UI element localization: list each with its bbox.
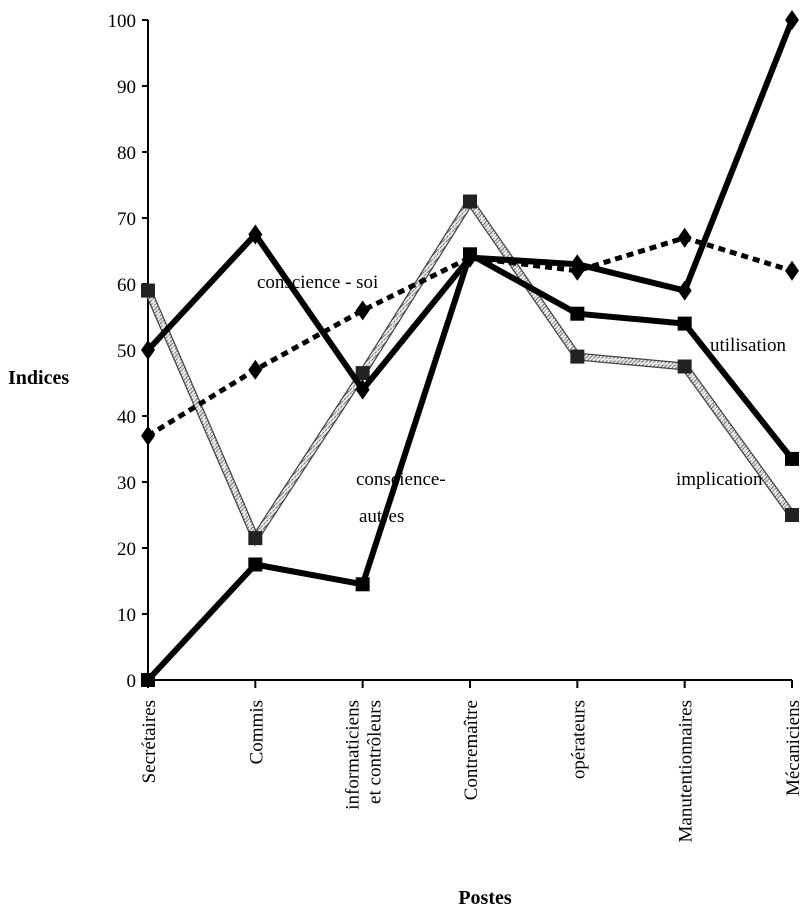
x-axis-title: Postes (458, 887, 512, 909)
data-point-diamond (248, 224, 263, 245)
data-point-diamond (677, 280, 692, 301)
data-point-square (785, 508, 799, 522)
data-point-square (785, 451, 799, 466)
data-point-square (248, 531, 263, 546)
data-point-square (677, 316, 692, 331)
data-point-diamond (785, 10, 799, 30)
data-point-diamond (570, 254, 585, 275)
series-line (145, 251, 795, 683)
x-tick-label-line: Mécaniciens (783, 700, 804, 796)
data-point-diamond (355, 379, 370, 400)
y-tick-label: 50 (117, 341, 136, 362)
data-point-square (141, 283, 155, 298)
series-conscience-soi (141, 227, 799, 446)
y-tick-label: 60 (117, 275, 136, 296)
x-axis: Secrétaires Commis informaticienset contrô… (139, 679, 804, 842)
y-tick-label: 70 (117, 209, 136, 230)
x-tick-label-line: Commis (246, 700, 267, 764)
y-axis-title: Indices (8, 367, 69, 389)
x-tick-label: informaticienset contrôleurs (343, 700, 386, 810)
x-tick-label-line: informaticiens (343, 700, 364, 810)
data-point-square (141, 673, 155, 687)
x-tick-label: Mécaniciens (783, 700, 804, 796)
y-tick-label: 30 (117, 473, 136, 494)
series-layer (141, 10, 799, 687)
data-point-diamond (141, 340, 155, 360)
x-tick-label: Contremaître (461, 700, 482, 800)
series-label-conscience-autres-line1: conscience- (356, 469, 446, 490)
series-label-conscience-soi: conscience - soi (257, 272, 378, 293)
x-tick-label-line: Manutentionnaires (676, 700, 697, 842)
data-point-diamond (141, 425, 155, 446)
x-tick-label-line: et contrôleurs (365, 700, 386, 804)
x-tick-label: Commis (246, 700, 267, 764)
data-point-square (677, 359, 692, 374)
y-tick-label: 100 (108, 11, 137, 32)
y-axis-ticks: 0 10 20 30 40 50 60 70 80 90 100 (108, 11, 148, 692)
x-tick-label-line: opérateurs (568, 700, 589, 779)
series-implication (141, 194, 799, 547)
series-label-conscience-autres-line2: autres (359, 506, 404, 527)
series-label-implication: implication (676, 469, 763, 490)
y-tick-label: 0 (127, 671, 137, 692)
x-tick-label: Manutentionnaires (676, 700, 697, 842)
data-point-square (570, 306, 585, 321)
data-point-square (570, 349, 585, 364)
data-point-diamond (677, 227, 692, 248)
y-tick-label: 80 (117, 143, 136, 164)
data-point-diamond (248, 359, 263, 380)
data-point-diamond (355, 300, 370, 321)
y-tick-label: 10 (117, 605, 136, 626)
x-axis-ticks: Secrétaires Commis informaticienset contrô… (139, 680, 804, 842)
data-point-diamond (463, 247, 477, 268)
series-conscience-autres (141, 247, 799, 687)
y-tick-label: 20 (117, 539, 136, 560)
y-tick-label: 40 (117, 407, 136, 428)
x-tick-label-line: Contremaître (461, 700, 482, 800)
series-label-utilisation: utilisation (710, 335, 787, 356)
data-point-square (355, 577, 370, 592)
x-tick-label: Secrétaires (139, 700, 160, 783)
data-point-square (463, 194, 477, 209)
x-tick-label: opérateurs (568, 700, 589, 779)
y-axis: 0 10 20 30 40 50 60 70 80 90 100 (108, 11, 149, 692)
data-point-square (248, 557, 263, 572)
series-utilisation (141, 10, 799, 400)
y-tick-label: 90 (117, 77, 136, 98)
data-point-diamond (785, 260, 799, 281)
data-point-square (355, 366, 370, 381)
x-tick-label-line: Secrétaires (139, 700, 160, 783)
